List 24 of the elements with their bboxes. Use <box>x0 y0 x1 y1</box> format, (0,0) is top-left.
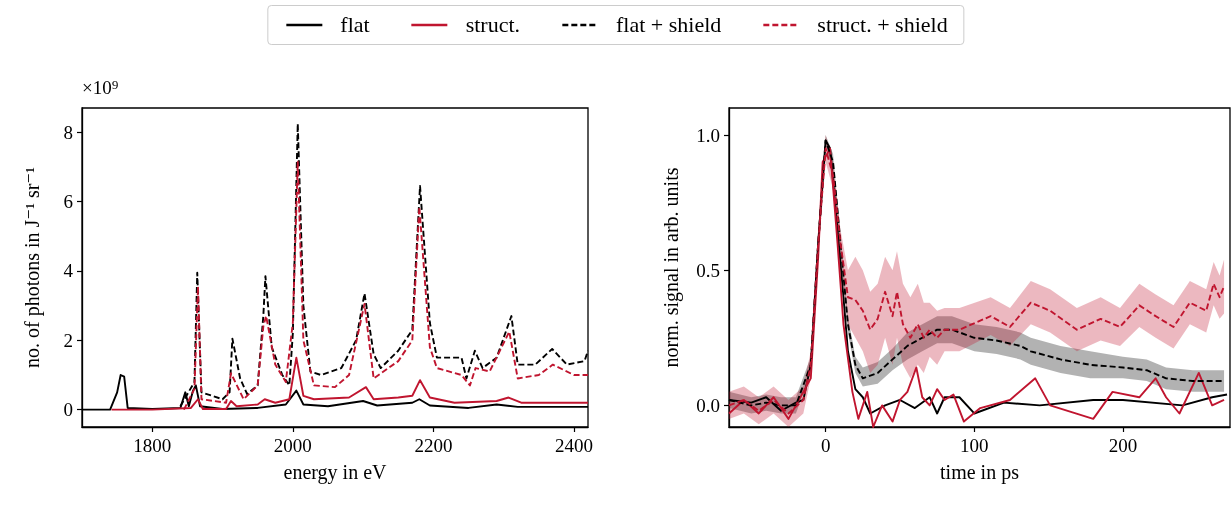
x-tick-label: 2400 <box>554 435 593 456</box>
x-tick-label: 200 <box>1108 435 1138 456</box>
y-axis-title: no. of photons in J⁻¹ sr⁻¹ <box>21 167 44 368</box>
x-tick-label: 100 <box>960 435 989 456</box>
y-tick-label: 1.0 <box>696 124 720 146</box>
x-tick-label: 2200 <box>414 435 453 456</box>
y-tick-label: 0.0 <box>696 394 720 416</box>
y-tick-label: 2 <box>63 329 73 351</box>
legend-label: flat <box>340 12 370 38</box>
legend-label: struct. + shield <box>817 12 948 38</box>
y-tick-label: 4 <box>63 260 74 282</box>
legend-label: flat + shield <box>616 12 722 38</box>
x-axis-title: time in ps <box>940 461 1020 484</box>
y-tick-label: 0 <box>63 399 73 421</box>
legend-label: struct. <box>465 12 521 38</box>
x-tick-label: 2000 <box>273 435 312 456</box>
y-tick-label: 0.5 <box>696 259 720 281</box>
text: ×10⁹ <box>82 77 119 98</box>
y-axis-title: norm. signal in arb. units <box>660 167 683 368</box>
y-tick-label: 8 <box>63 121 73 143</box>
x-tick-label: 1800 <box>133 435 172 456</box>
x-axis-title: energy in eV <box>283 461 388 484</box>
y-tick-label: 6 <box>63 191 73 213</box>
x-tick-label: 0 <box>820 435 831 456</box>
